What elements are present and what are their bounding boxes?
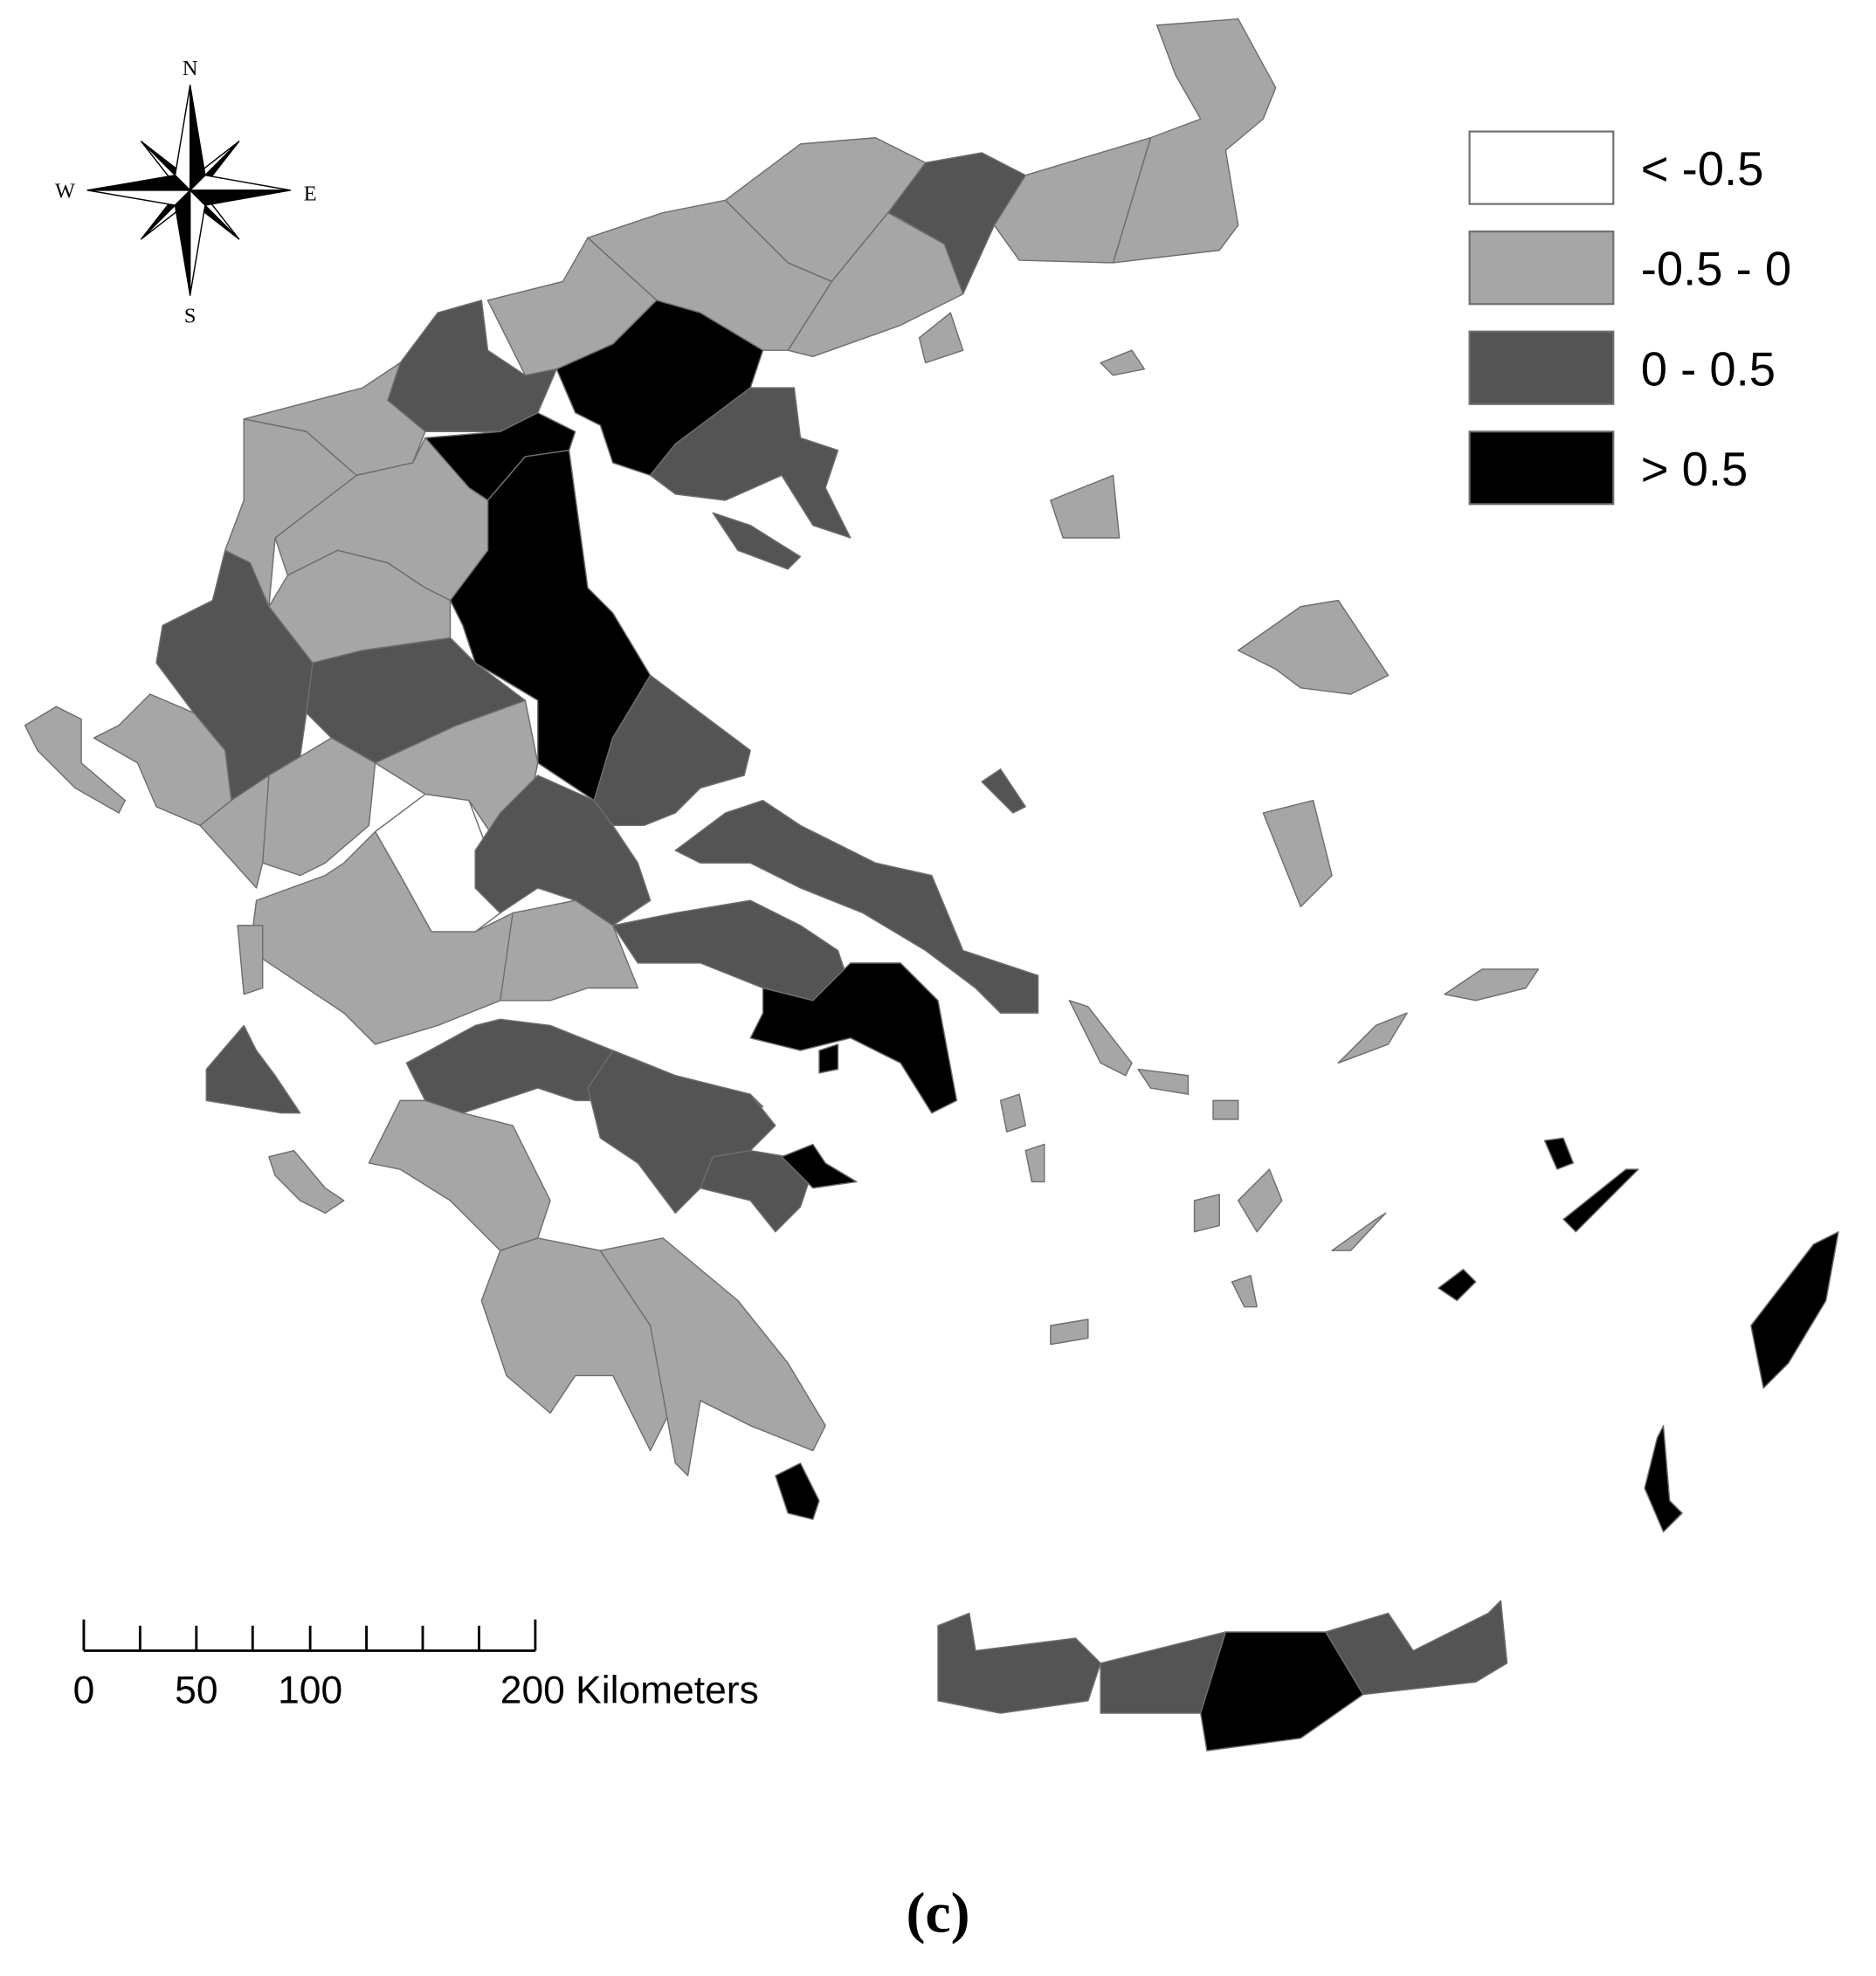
legend-label: 0 - 0.5 (1641, 342, 1776, 396)
compass-south: S (184, 305, 197, 328)
compass-west: W (55, 179, 75, 203)
legend-label: > 0.5 (1641, 443, 1748, 496)
legend: < -0.5 -0.5 - 0 0 - 0.5 > 0.5 (1468, 130, 1791, 506)
scale-label: 200 Kilometers (500, 1670, 759, 1712)
scale-label: 0 (73, 1670, 95, 1712)
legend-swatch (1468, 130, 1615, 205)
legend-label: < -0.5 (1641, 142, 1764, 196)
scale-label: 50 (175, 1670, 217, 1712)
scale-bar: 0 50 100 200 Kilometers (73, 1619, 759, 1712)
legend-swatch (1468, 231, 1615, 306)
regions (24, 17, 1839, 1752)
scale-label: 100 (278, 1670, 342, 1712)
legend-swatch (1468, 430, 1615, 506)
legend-label: -0.5 - 0 (1641, 243, 1791, 296)
compass-rose: N S E W (55, 57, 317, 328)
legend-swatch (1468, 330, 1615, 405)
caption: (c) (906, 1882, 969, 1945)
compass-north: N (183, 57, 198, 80)
compass-east: E (304, 182, 317, 205)
